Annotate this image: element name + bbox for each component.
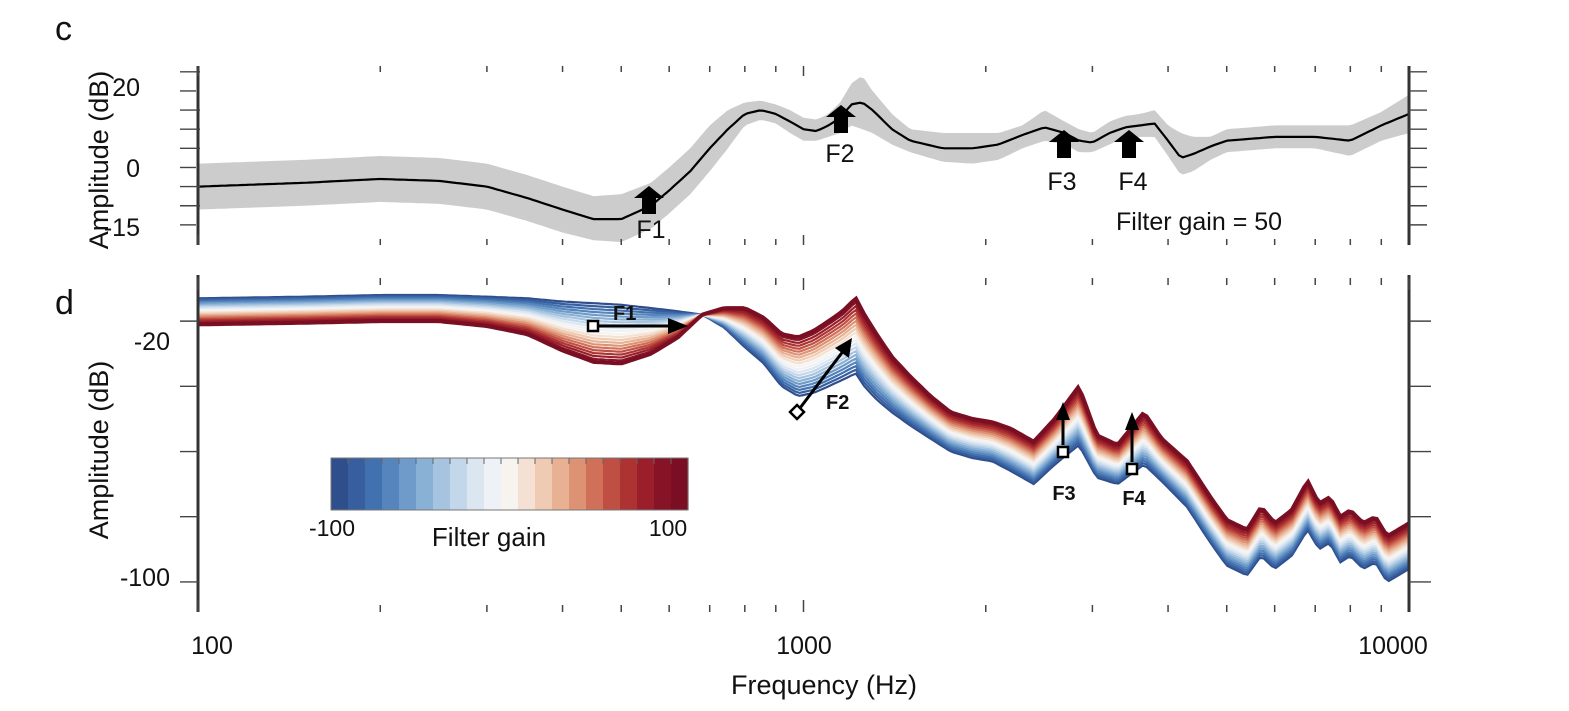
colorbar-swatch	[569, 458, 587, 510]
colorbar-swatch	[501, 458, 519, 510]
panel-c-plot	[197, 77, 1410, 242]
panel-c-annotation-f2: F2	[825, 140, 854, 168]
panel-d-f1-marker	[586, 319, 600, 333]
panel-c-confidence-band	[198, 77, 1409, 242]
filter-gain-curve	[197, 308, 1410, 544]
arrow-up-icon	[826, 105, 856, 133]
panel-d-curves	[197, 293, 1411, 583]
filter-gain-curve	[198, 301, 1410, 569]
arrow-up-icon	[1056, 402, 1070, 420]
colorbar-swatch	[365, 458, 383, 510]
panel-d-f2-marker	[788, 403, 806, 421]
colorbar-swatch	[348, 458, 366, 510]
filter-gain-curve	[197, 296, 1410, 578]
panel-d-f2-arrow-shaft	[795, 349, 846, 413]
panel-d-f4-marker	[1125, 462, 1139, 476]
panel-c-ytick-label: -15	[104, 214, 140, 242]
panel-d-f3-marker	[1056, 445, 1070, 459]
colorbar-swatch	[603, 458, 621, 510]
panel-d-label: d	[55, 284, 74, 322]
xtick-label: 10000	[1358, 632, 1428, 660]
panel-d-annotation-f3: F3	[1052, 483, 1075, 505]
panel-d-annotation-f4: F4	[1122, 488, 1146, 510]
panel-c-annotation-f4: F4	[1118, 168, 1147, 196]
filter-gain-curve	[197, 311, 1410, 549]
colorbar-swatch	[484, 458, 502, 510]
colorbar-min-label: -100	[309, 515, 355, 541]
panel-c-filter-gain-note: Filter gain = 50	[1116, 208, 1282, 236]
filter-gain-curve	[198, 304, 1410, 564]
arrow-up-icon	[634, 186, 664, 214]
filter-gain-curve	[198, 308, 1410, 558]
panel-d-ticks	[180, 278, 1431, 612]
colorbar-swatch	[331, 458, 349, 510]
panel-c-annotation-f3: F3	[1047, 168, 1076, 196]
filter-gain-curve	[197, 295, 1411, 538]
colorbar-swatch	[467, 458, 485, 510]
panel-d-annotation-f1: F1	[613, 303, 636, 325]
colorbar-swatch	[620, 458, 638, 510]
filter-gain-curve	[197, 295, 1410, 580]
colorbar-swatch	[416, 458, 434, 510]
colorbar-swatch	[450, 458, 468, 510]
panel-d-formant-shift-arrows: F1 F2 F3 F4	[586, 303, 1147, 510]
panel-d-ytick-label: -20	[134, 328, 170, 356]
colorbar-swatch	[399, 458, 417, 510]
panel-c-annotation-f1: F1	[636, 216, 665, 244]
filter-gain-curve	[198, 303, 1410, 567]
filter-gain-curve	[197, 311, 1410, 546]
colorbar-swatch	[654, 458, 672, 510]
colorbar-max-label: 100	[649, 515, 687, 541]
panel-c-ytick-label: 20	[112, 74, 140, 102]
colorbar-swatch	[637, 458, 655, 510]
filter-gain-curve	[198, 307, 1410, 560]
filter-gain-curve	[198, 299, 1410, 574]
filter-gain-curve	[197, 310, 1410, 553]
filter-gain-curve	[197, 312, 1410, 551]
colorbar-swatch	[552, 458, 570, 510]
colorbar-swatch	[433, 458, 451, 510]
panel-c-label: c	[55, 10, 72, 48]
panel-c-formant-arrows: F1 F2 F3 F4	[634, 105, 1148, 244]
colorbar-frame	[330, 457, 689, 511]
panel-c-ticks	[180, 66, 1427, 245]
panel-d-ylabel: Amplitude (dB)	[84, 361, 114, 540]
colorbar-swatch	[518, 458, 536, 510]
colorbar-label: Filter gain	[432, 522, 546, 552]
filter-gain-curve	[197, 293, 1410, 583]
arrow-up-icon	[1125, 412, 1139, 430]
arrow-diagonal-icon	[835, 338, 852, 358]
colorbar-swatch	[671, 458, 689, 510]
panel-c-ylabel: Amplitude (dB)	[84, 71, 114, 250]
arrow-up-icon	[1114, 130, 1144, 158]
filter-gain-curve	[198, 305, 1410, 562]
xlabel: Frequency (Hz)	[731, 670, 917, 700]
panel-c-mean-line	[197, 101, 1410, 221]
filter-gain-colorbar	[330, 458, 689, 510]
panel-d-ytick-label: -100	[120, 564, 170, 592]
colorbar-swatch	[382, 458, 400, 510]
xtick-label: 100	[191, 632, 233, 660]
filter-gain-curve	[198, 297, 1410, 576]
arrow-up-icon	[1049, 130, 1079, 158]
colorbar-swatch	[586, 458, 604, 510]
xtick-label: 1000	[776, 632, 832, 660]
panel-c-ytick-label: 0	[126, 155, 140, 183]
colorbar-swatch	[535, 458, 553, 510]
filter-gain-curve	[198, 309, 1410, 555]
filter-gain-curve	[197, 304, 1410, 542]
filter-gain-curve	[198, 300, 1410, 571]
arrow-right-icon	[668, 318, 688, 334]
panel-d-annotation-f2: F2	[826, 392, 849, 414]
